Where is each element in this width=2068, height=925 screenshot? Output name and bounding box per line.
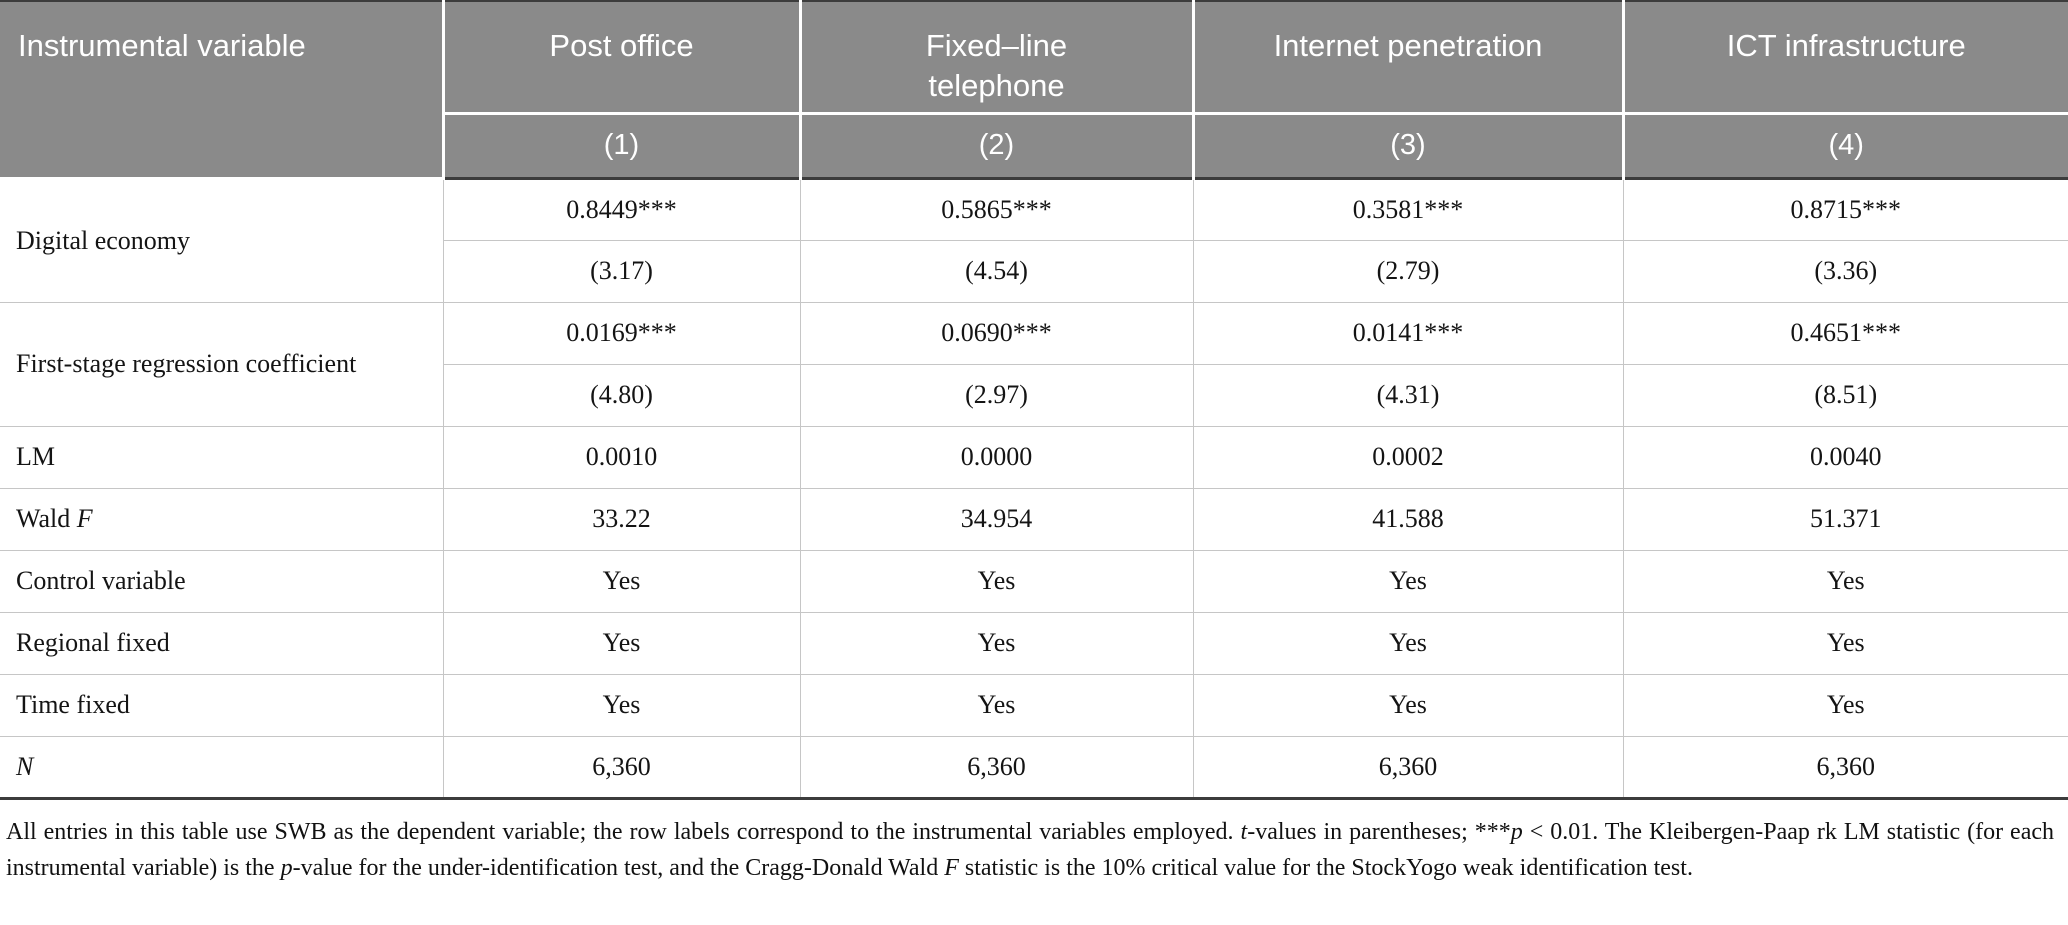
cell-regional-4: Yes: [1622, 611, 2068, 675]
table-row: LM 0.0010 0.0000 0.0002 0.0040: [0, 425, 2068, 489]
header-instrumental-variable: Instrumental variable: [0, 1, 443, 180]
cell-digital-economy-t-2: (4.54): [799, 239, 1194, 303]
header-ict-infrastructure: ICT infrastructure: [1621, 1, 2068, 115]
cell-digital-economy-coef-1: 0.8449***: [442, 177, 801, 241]
header-model-4: (4): [1621, 113, 2068, 178]
cell-wald-4: 51.371: [1622, 487, 2068, 551]
cell-first-stage-t-4: (8.51): [1622, 363, 2068, 427]
n-label-italic: N: [16, 751, 34, 781]
cell-first-stage-coef-2: 0.0690***: [799, 301, 1194, 365]
table-row: Control variable Yes Yes Yes Yes: [0, 549, 2068, 613]
header-row-model-numbers: (1) (2) (3) (4): [0, 113, 2068, 178]
cell-control-2: Yes: [799, 549, 1194, 613]
cell-first-stage-t-1: (4.80): [443, 363, 801, 427]
cell-n-1: 6,360: [442, 735, 801, 799]
wald-label-text: Wald: [16, 504, 77, 533]
row-label-time-fixed: Time fixed: [0, 673, 444, 737]
cell-wald-1: 33.22: [442, 487, 801, 551]
cell-digital-economy-t-4: (3.36): [1622, 239, 2068, 303]
cell-digital-economy-coef-2: 0.5865***: [799, 177, 1194, 241]
cell-wald-3: 41.588: [1192, 487, 1624, 551]
cell-digital-economy-coef-3: 0.3581***: [1192, 177, 1624, 241]
row-label-wald-f: Wald F: [0, 487, 444, 551]
cell-lm-1: 0.0010: [442, 425, 801, 489]
table-row: N 6,360 6,360 6,360 6,360: [0, 735, 2068, 799]
cell-wald-2: 34.954: [799, 487, 1194, 551]
table-row: Wald F 33.22 34.954 41.588 51.371: [0, 487, 2068, 551]
row-label-digital-economy: Digital economy: [0, 177, 444, 303]
row-label-regional-fixed: Regional fixed: [0, 611, 444, 675]
cell-digital-economy-t-3: (2.79): [1192, 239, 1624, 303]
wald-label-f-italic: F: [76, 504, 93, 533]
table-header: Instrumental variable Post office Fixed–…: [0, 1, 2068, 180]
cell-control-4: Yes: [1622, 549, 2068, 613]
cell-digital-economy-coef-4: 0.8715***: [1622, 177, 2068, 241]
header-internet-penetration: Internet penetration: [1191, 1, 1623, 115]
cell-time-2: Yes: [799, 673, 1194, 737]
cell-time-3: Yes: [1192, 673, 1624, 737]
cell-digital-economy-t-1: (3.17): [443, 239, 801, 303]
cell-lm-3: 0.0002: [1192, 425, 1624, 489]
table-row: (3.17) (4.54) (2.79) (3.36): [0, 239, 2068, 303]
cell-control-3: Yes: [1192, 549, 1624, 613]
cell-n-3: 6,360: [1192, 735, 1624, 799]
header-model-2: (2): [798, 113, 1193, 178]
cell-regional-1: Yes: [442, 611, 801, 675]
table-row: Time fixed Yes Yes Yes Yes: [0, 673, 2068, 737]
cell-lm-4: 0.0040: [1622, 425, 2068, 489]
cell-control-1: Yes: [442, 549, 801, 613]
cell-regional-2: Yes: [799, 611, 1194, 675]
header-row-variables: Instrumental variable Post office Fixed–…: [0, 1, 2068, 180]
table-row: Regional fixed Yes Yes Yes Yes: [0, 611, 2068, 675]
cell-first-stage-t-3: (4.31): [1192, 363, 1624, 427]
iv-regression-results-table: Instrumental variable Post office Fixed–…: [0, 0, 2068, 799]
row-label-control-variable: Control variable: [0, 549, 444, 613]
header-fixed-line-telephone: Fixed–line telephone: [798, 1, 1193, 115]
row-label-first-stage: First-stage regression coefficient: [0, 301, 444, 427]
cell-n-4: 6,360: [1622, 735, 2068, 799]
cell-time-1: Yes: [442, 673, 801, 737]
table-row: First-stage regression coefficient 0.016…: [0, 301, 2068, 427]
table-notes: All entries in this table use SWB as the…: [6, 818, 2055, 881]
header-post-office: Post office: [441, 1, 800, 115]
header-fixed-line-telephone-label: Fixed–line telephone: [925, 28, 1068, 103]
row-label-lm: LM: [0, 425, 444, 489]
cell-time-4: Yes: [1622, 673, 2068, 737]
table-row: (4.80) (2.97) (4.31) (8.51): [0, 363, 2068, 427]
cell-regional-3: Yes: [1192, 611, 1624, 675]
table-body: Digital economy 0.8449*** 0.5865*** 0.35…: [0, 177, 2068, 799]
cell-first-stage-t-2: (2.97): [799, 363, 1194, 427]
cell-n-2: 6,360: [799, 735, 1194, 799]
cell-first-stage-coef-4: 0.4651***: [1622, 301, 2068, 365]
header-model-3: (3): [1191, 113, 1623, 178]
cell-lm-2: 0.0000: [799, 425, 1194, 489]
row-label-n: N: [0, 735, 444, 799]
cell-first-stage-coef-1: 0.0169***: [442, 301, 801, 365]
table-row: Digital economy 0.8449*** 0.5865*** 0.35…: [0, 177, 2068, 303]
cell-first-stage-coef-3: 0.0141***: [1192, 301, 1624, 365]
header-model-1: (1): [441, 113, 800, 178]
